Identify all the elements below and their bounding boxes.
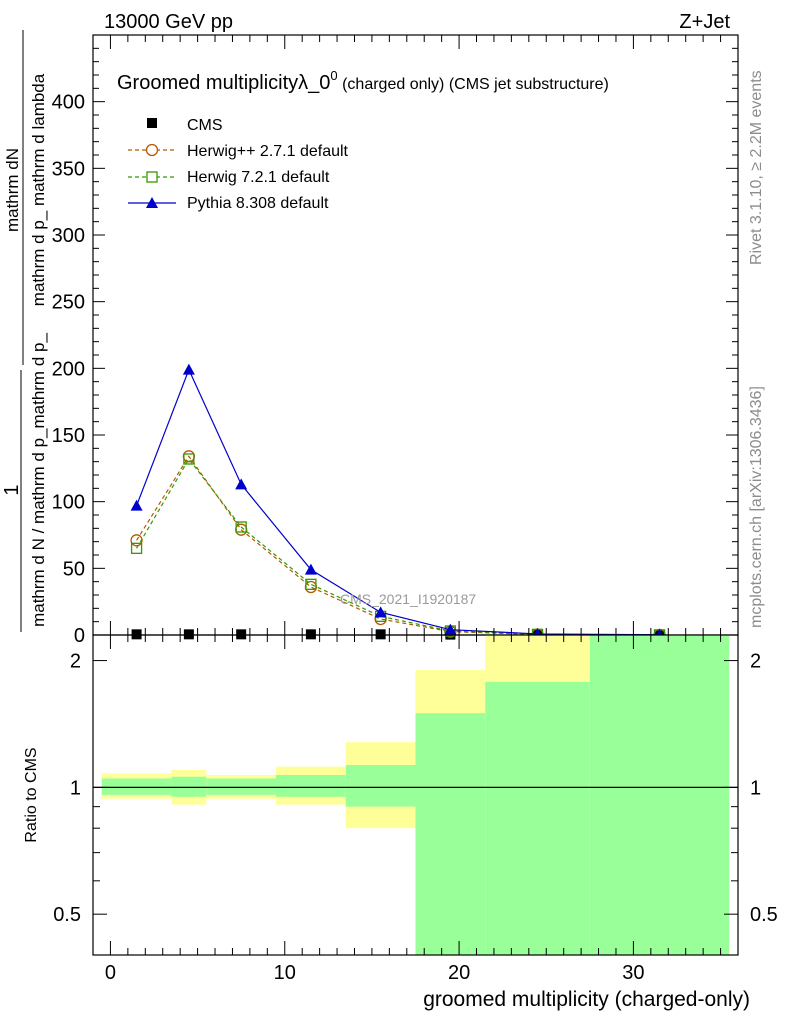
series-line-herwig7 [136,457,660,636]
data-point-herwigpp [304,580,318,594]
legend-marker-herwigpp [145,143,159,157]
x-tick-label: 20 [448,962,470,984]
ratio-plot-frame [92,634,739,956]
plot-title-sup: 0 [330,68,337,83]
ratio-plot-panel: 0.5 0.5 1 1 2 2 0 10 20 30 Ratio to CMS groomed … [23,35,778,1011]
data-point-herwig7 [183,453,195,465]
y-tick-label: 250 [52,292,85,314]
legend-label-herwig7: Herwig 7.2.1 default [187,169,330,186]
data-point-pythia [235,478,248,490]
data-point-pythia [374,606,387,618]
data-point-herwig7 [305,578,317,590]
y-tick-label: 0 [74,625,85,647]
stat-uncertainty-band [345,765,416,807]
plot-title: Groomed multiplicityλ_00 (charged only) … [117,68,609,94]
main-y-axis-label: 1 mathrm dN mathrm d p_ mathrm d lambda … [1,30,48,632]
ratio-y-tick-label-right: 2 [750,651,761,673]
header-right-label: Z+Jet [679,11,730,33]
y-tick-label: 50 [63,558,85,580]
stat-uncertainty-band [101,778,172,795]
series-line-herwigpp [136,455,660,636]
legend: CMS Herwig++ 2.7.1 default Herwig 7.2.1 … [128,117,349,212]
header-left-label: 13000 GeV pp [104,11,233,33]
plot-title-rest: (charged only) (CMS jet substructure) [338,76,609,93]
series-line-pythia [136,368,660,636]
data-point-herwig7 [130,542,143,554]
stat-uncertainty-band [589,635,730,955]
plot-title-main: Groomed multiplicityλ_0 [117,72,330,94]
x-tick-label: 10 [274,962,296,984]
ylabel-frac-num: mathrm dN [3,148,22,232]
legend-marker-pythia [146,197,158,208]
y-tick-label: 350 [52,158,85,180]
data-point-pythia [182,363,195,375]
legend-label-herwigpp: Herwig++ 2.7.1 default [187,143,349,160]
stat-uncertainty-band [171,776,207,797]
ylabel-top: 1 [1,484,23,495]
y-tick-label: 200 [52,358,85,380]
mcplots-reference-label: mcplots.cern.ch [arXiv:1306.3436] [748,386,765,628]
y-tick-label: 100 [52,492,85,514]
data-point-pythia [444,623,457,635]
data-point-cms [375,629,386,640]
ratio-y-tick-label-right: 1 [750,777,761,799]
legend-label-cms: CMS [187,117,223,134]
data-point-pythia [130,499,143,511]
ylabel-bottom: mathrm d N / mathrm d p_mathrm d p_ [29,333,48,627]
ratio-y-tick-label: 2 [70,651,81,673]
legend-marker-herwig7 [146,171,158,183]
y-tick-label: 300 [52,225,85,247]
data-point-herwigpp [130,534,143,547]
y-tick-label: 400 [52,92,85,114]
ratio-y-tick-label-right: 0.5 [750,904,778,926]
legend-marker-cms [147,118,157,128]
x-axis-label: groomed multiplicity (charged-only) [423,988,750,1011]
analysis-watermark: CMS_2021_I1920187 [340,591,476,607]
rivet-version-label: Rivet 3.1.10, ≥ 2.2M events [748,70,765,265]
stat-uncertainty-band [206,778,277,795]
data-point-cms [131,629,142,640]
x-tick-label: 30 [622,962,644,984]
ratio-y-tick-label: 1 [70,777,81,799]
data-point-herwig7 [235,521,247,533]
data-point-pythia [304,563,317,575]
y-tick-label: 150 [52,425,85,447]
ratio-y-axis-label: Ratio to CMS [23,747,40,842]
x-tick-label: 0 [105,962,116,984]
ratio-y-tick-label: 0.5 [53,904,81,926]
stat-uncertainty-band [415,713,486,955]
data-point-cms [183,629,194,640]
stat-uncertainty-band [276,774,346,797]
main-plot-panel: 0 50 100 150 200 250 300 350 400 Groomed multipl… [1,30,739,647]
data-point-cms [236,629,247,640]
data-point-cms [305,629,316,640]
legend-label-pythia: Pythia 8.308 default [187,195,329,212]
ylabel-frac-den: mathrm d p_ mathrm d lambda [29,73,48,306]
stat-uncertainty-band [485,681,590,955]
